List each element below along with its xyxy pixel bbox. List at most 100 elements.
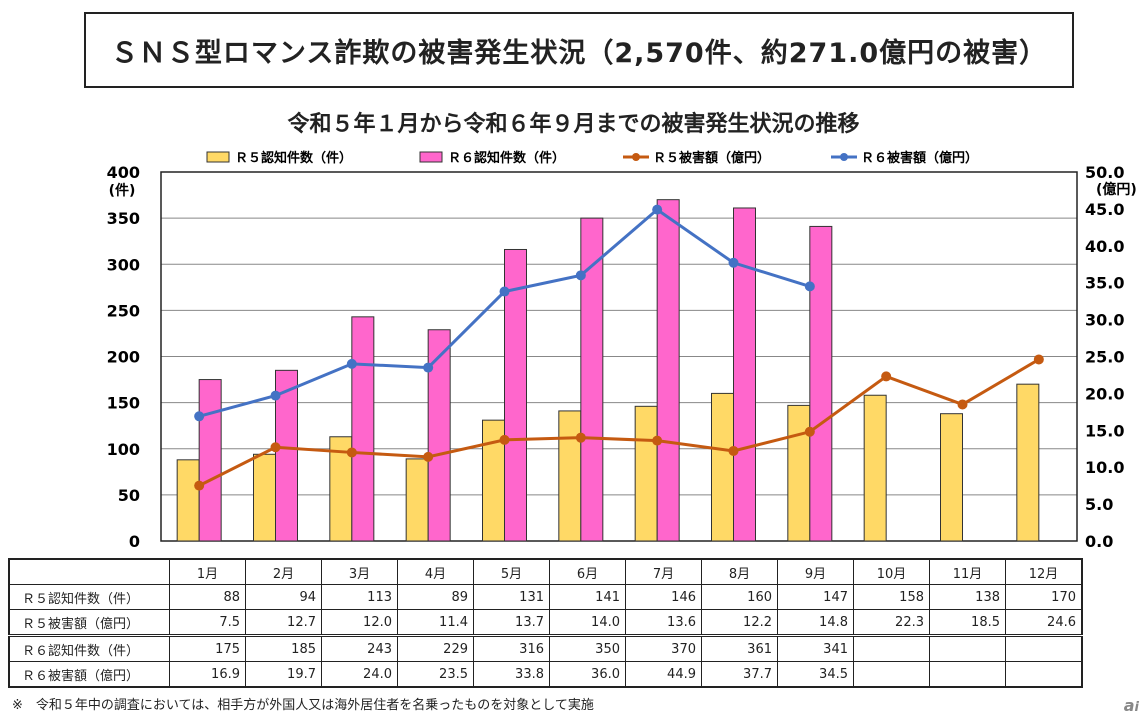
bar-r5	[940, 413, 963, 542]
table-cell: 147	[777, 584, 854, 610]
legend-label: Ｒ６被害額（億円）	[861, 150, 978, 166]
table-cell	[929, 634, 1006, 662]
table-cell: 33.8	[473, 661, 550, 688]
right-tick-label: 45.0	[1085, 200, 1124, 219]
table-cell: 316	[473, 634, 550, 662]
bar-r6	[809, 225, 833, 542]
table-cell	[853, 661, 930, 688]
table-cell: 16.9	[169, 661, 246, 688]
row-label: Ｒ６認知件数（件）	[8, 634, 170, 662]
table-header-cell: 4月	[397, 558, 474, 585]
footnote: ※ 令和５年中の調査においては、相手方が外国人又は海外居住者を名乗ったものを対象…	[12, 698, 594, 713]
line-r5	[198, 358, 1040, 487]
legend-label: Ｒ５被害額（億円）	[653, 150, 770, 166]
left-tick-label: 100	[107, 440, 140, 459]
bar-r5	[558, 410, 582, 542]
right-tick-label: 35.0	[1085, 274, 1124, 293]
data-table: 1月 2月 3月 4月 5月 6月 7月 8月 9月 10月 11月 12月 Ｒ５認知件数（件） 88 94…	[8, 558, 1083, 688]
left-tick-label: 200	[107, 348, 140, 367]
left-tick-label: 250	[107, 301, 140, 320]
table-header-cell: 2月	[245, 558, 322, 585]
point-r6	[728, 257, 739, 268]
chart-title: 令和５年１月から令和６年９月までの被害発生状況の推移	[287, 112, 860, 137]
table-cell: 243	[321, 634, 398, 662]
table-cell: 88	[169, 584, 246, 610]
table-header-cell: 6月	[549, 558, 626, 585]
table-header-row: 1月 2月 3月 4月 5月 6月 7月 8月 9月 10月 11月 12月	[8, 558, 1083, 585]
table-cell: 12.2	[701, 609, 778, 636]
table-cell: 175	[169, 634, 246, 662]
table-cell: 24.6	[1005, 609, 1083, 636]
table-header-cell: 3月	[321, 558, 398, 585]
bar-r6	[275, 369, 298, 542]
table-cell: 229	[397, 634, 474, 662]
bar-r5	[405, 458, 429, 542]
legend-label: Ｒ６認知件数（件）	[448, 150, 565, 166]
table-cell: 350	[549, 634, 626, 662]
right-tick-label: 30.0	[1085, 311, 1124, 330]
table-cell: 14.8	[777, 609, 854, 636]
point-r5	[881, 371, 892, 382]
right-tick-label: 10.0	[1085, 458, 1124, 477]
bar-r5	[711, 392, 734, 542]
left-axis-unit: (件)	[109, 182, 136, 199]
point-r5	[575, 432, 586, 443]
right-tick-label: 50.0	[1085, 163, 1124, 182]
table-cell	[853, 634, 930, 662]
table-cell: 170	[1005, 584, 1083, 610]
point-r6	[270, 390, 281, 401]
point-r5	[346, 447, 357, 458]
point-r5	[423, 451, 434, 462]
bar-r6	[427, 329, 451, 542]
bar-r6	[580, 217, 604, 542]
legend-label: Ｒ５認知件数（件）	[235, 150, 352, 166]
table-cell: 141	[549, 584, 626, 610]
table-header-cell: 8月	[701, 558, 778, 585]
point-r5	[728, 445, 739, 456]
point-r5	[194, 480, 205, 491]
table-cell: 160	[701, 584, 778, 610]
right-axis-unit: (億円)	[1096, 181, 1137, 198]
left-tick-label: 50	[118, 486, 140, 505]
table-cell: 44.9	[625, 661, 702, 688]
left-tick-label: 300	[107, 255, 140, 274]
table-cell: 138	[929, 584, 1006, 610]
table-cell: 361	[701, 634, 778, 662]
table-cell	[1005, 634, 1083, 662]
plot-area	[160, 171, 1078, 542]
right-tick-label: 40.0	[1085, 237, 1124, 256]
table-cell: 158	[853, 584, 930, 610]
table-cell: 36.0	[549, 661, 626, 688]
table-cell	[1005, 661, 1083, 688]
bar-r5	[253, 453, 276, 542]
point-r6	[346, 358, 357, 369]
table-cell: 131	[473, 584, 550, 610]
table-row: Ｒ５被害額（億円） 7.5 12.7 12.0 11.4 13.7 14.0 13.6 12.2…	[8, 609, 1083, 636]
point-r6	[423, 362, 434, 373]
row-label: Ｒ６被害額（億円）	[8, 661, 170, 688]
table-cell: 22.3	[853, 609, 930, 636]
table-cell: 11.4	[397, 609, 474, 636]
left-tick-label: 150	[107, 394, 140, 413]
row-label: Ｒ５認知件数（件）	[8, 584, 170, 610]
table-cell: 24.0	[321, 661, 398, 688]
left-tick-label: 400	[107, 163, 140, 182]
right-tick-label: 5.0	[1085, 495, 1113, 514]
bar-r6	[656, 199, 680, 542]
table-cell: 7.5	[169, 609, 246, 636]
point-r5	[652, 435, 663, 446]
bar-r5	[1016, 383, 1040, 542]
table-cell: 94	[245, 584, 322, 610]
bar-r5	[863, 394, 887, 542]
bar-r6	[351, 316, 375, 542]
row-label: Ｒ５被害額（億円）	[8, 609, 170, 636]
table-header-cell: 10月	[853, 558, 930, 585]
table-cell: 23.5	[397, 661, 474, 688]
legend-marker	[632, 153, 640, 161]
point-r5	[1033, 354, 1044, 365]
table-cell: 113	[321, 584, 398, 610]
table-cell: 13.6	[625, 609, 702, 636]
table-row: Ｒ５認知件数（件） 88 94 113 89 131 141 146 160 147 158 138 1…	[8, 584, 1083, 610]
bar-r5	[176, 459, 200, 542]
bar-r6	[198, 379, 222, 542]
